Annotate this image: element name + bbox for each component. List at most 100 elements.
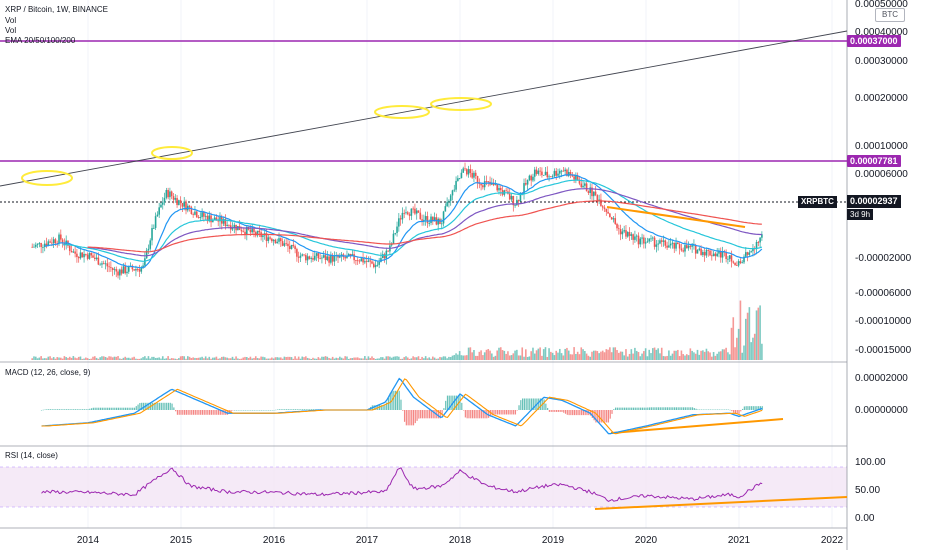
candle-body — [610, 217, 613, 220]
macd-hist-bar — [232, 410, 234, 411]
volume-bar — [208, 356, 211, 360]
volume-bar — [414, 357, 416, 360]
macd-hist-bar — [711, 409, 713, 411]
macd-hist-bar — [176, 410, 179, 415]
volume-bar — [530, 351, 532, 360]
macd-hist-bar — [167, 402, 170, 410]
candle-body — [752, 247, 754, 252]
macd-hist-bar — [638, 407, 640, 410]
candle-body — [52, 239, 55, 244]
volume-bar — [154, 357, 157, 360]
macd-hist-bar — [613, 409, 615, 410]
volume-bar — [601, 350, 604, 360]
candle-body — [242, 231, 245, 233]
macd-hist-bar — [668, 407, 670, 410]
volume-bar — [188, 356, 191, 360]
macd-hist-bar — [582, 410, 585, 416]
candle-body — [70, 250, 73, 253]
candle-body — [761, 234, 763, 238]
candle-body — [592, 191, 595, 197]
candle-body — [204, 215, 207, 217]
macd-hist-bar — [180, 410, 182, 415]
candle-body — [601, 206, 604, 208]
macd-hist-bar — [205, 410, 207, 415]
macd-hist-bar — [414, 410, 416, 424]
macd-hist-bar — [445, 400, 447, 410]
candle-body — [231, 227, 234, 230]
volume-bar — [492, 356, 495, 360]
candle-body — [145, 250, 148, 259]
candle-body — [315, 253, 318, 256]
candle-body — [330, 254, 332, 263]
volume-bar — [532, 347, 534, 360]
candle-body — [696, 249, 699, 254]
macd-hist-bar — [141, 402, 143, 410]
volume-bar — [86, 358, 89, 360]
volume-bar — [657, 348, 659, 360]
ema-50-line — [62, 179, 763, 262]
candle-body — [618, 228, 620, 230]
volume-bar — [446, 358, 448, 360]
candle-body — [296, 249, 298, 257]
volume-bar — [403, 357, 405, 360]
volume-bar — [650, 353, 652, 360]
volume-bar — [380, 357, 382, 360]
candle-body — [34, 244, 37, 247]
macd-hist-bar — [69, 409, 71, 410]
macd-hist-bar — [563, 410, 565, 413]
highlight-ellipse-3 — [374, 105, 430, 119]
volume-bar — [585, 353, 588, 360]
macd-hist-bar — [548, 410, 551, 412]
candle-body — [88, 252, 91, 259]
macd-hist-bar — [609, 410, 611, 419]
candle-body — [215, 217, 218, 221]
volume-bar — [387, 356, 389, 360]
candle-body — [730, 255, 733, 262]
x-tick-2014: 2014 — [77, 535, 100, 546]
volume-bar — [392, 356, 395, 360]
volume-bar — [644, 348, 647, 360]
macd-hist-bar — [656, 407, 658, 410]
volume-bar — [283, 356, 286, 360]
macd-hist-bar — [87, 409, 89, 410]
macd-title: MACD (12, 26, close, 9) — [5, 368, 91, 377]
macd-hist-bar — [416, 410, 418, 421]
candle-body — [569, 172, 572, 176]
volume-bar — [621, 351, 624, 360]
volume-bar — [156, 357, 159, 360]
volume-bar — [260, 356, 262, 360]
candle-body — [467, 169, 470, 175]
macd-hist-bar — [591, 410, 593, 418]
candle-body — [222, 219, 225, 224]
candle-body — [737, 261, 740, 266]
candle-body — [684, 245, 686, 252]
candle-body — [367, 260, 370, 262]
candle-body — [174, 198, 177, 200]
volume-bar — [52, 357, 55, 360]
volume-bar — [81, 358, 84, 360]
candle-body — [72, 251, 75, 253]
macd-hist-bar — [114, 407, 116, 410]
candle-body — [401, 212, 404, 220]
candle-body — [120, 269, 123, 274]
volume-bar — [38, 357, 41, 360]
macd-hist-bar — [589, 410, 592, 416]
candle-body — [560, 170, 563, 172]
candle-body — [516, 199, 518, 206]
candle-body — [408, 214, 411, 216]
currency-badge[interactable]: BTC — [875, 8, 905, 22]
macd-hist-bar — [175, 410, 177, 412]
volume-bar — [398, 356, 400, 360]
volume-bar — [744, 318, 747, 360]
candle-body — [721, 251, 724, 258]
volume-bar — [584, 351, 586, 360]
price-axis-label: 0.00010000 — [855, 141, 908, 152]
candle-body — [423, 219, 425, 221]
candle-body — [163, 197, 166, 203]
price-axis-label: 0.00020000 — [855, 93, 908, 104]
volume-bar — [217, 358, 219, 360]
candle-body — [523, 183, 525, 194]
macd-hist-bar — [268, 410, 270, 411]
volume-bar — [594, 350, 597, 360]
volume-bar — [178, 358, 180, 360]
